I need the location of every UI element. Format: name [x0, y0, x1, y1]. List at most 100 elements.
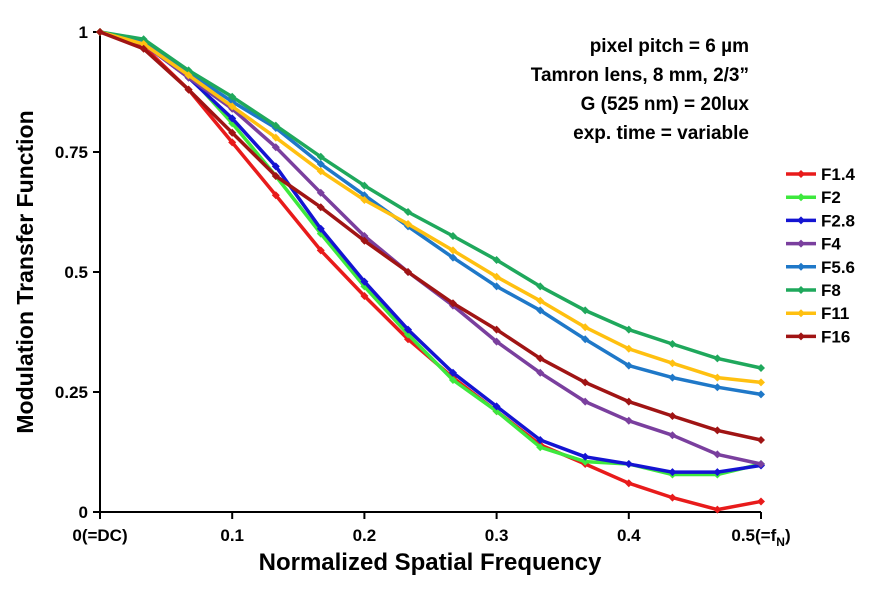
data-point: [96, 28, 104, 36]
y-tick-label: 0.5: [64, 263, 88, 282]
legend-item: F11: [786, 304, 849, 323]
data-point: [624, 397, 633, 406]
x-axis-title: Normalized Spatial Frequency: [259, 549, 602, 576]
data-point: [316, 188, 325, 197]
data-point: [404, 220, 413, 228]
data-point: [668, 431, 677, 440]
data-point: [713, 383, 722, 392]
data-point: [404, 325, 413, 334]
x-tick-label: 0.5(=fN): [731, 526, 790, 549]
data-point: [271, 121, 280, 130]
annotation-block: pixel pitch = 6 µm Tamron lens, 8 mm, 2/3…: [531, 36, 750, 144]
legend-item: F4: [786, 235, 841, 254]
data-point: [492, 337, 501, 346]
data-point: [536, 282, 545, 291]
data-point: [536, 368, 545, 377]
data-point: [581, 323, 590, 332]
data-point: [271, 191, 280, 200]
data-point: [492, 272, 501, 281]
data-point: [713, 450, 722, 459]
data-point: [668, 412, 677, 420]
legend-item: F1.4: [786, 165, 856, 184]
data-point: [139, 44, 148, 53]
data-point: [757, 497, 765, 506]
data-point: [448, 232, 457, 240]
data-point: [536, 443, 545, 452]
data-point: [271, 143, 280, 152]
y-tick-label: 0: [79, 503, 88, 522]
data-point: [184, 85, 193, 94]
data-point: [448, 376, 457, 384]
data-point: [448, 299, 457, 308]
legend-label: F2.8: [821, 211, 855, 230]
plot-area: 0(=DC) 0.1 0.2 0.3 0.4 0.5(=fN) 0 0.25 0.5 0.75 1: [55, 23, 791, 549]
data-point: [713, 354, 722, 363]
data-point: [360, 181, 369, 190]
data-point: [316, 224, 325, 233]
x-tick-label: 0(=DC): [72, 526, 127, 545]
data-point: [581, 335, 590, 344]
legend-marker: [797, 262, 805, 271]
data-point: [360, 196, 369, 204]
data-point: [316, 203, 325, 212]
series-f16: [96, 28, 765, 444]
data-point: [757, 436, 765, 444]
data-point: [713, 468, 722, 477]
data-point: [581, 457, 590, 466]
data-point: [228, 92, 237, 101]
legend-marker: [797, 193, 805, 202]
data-point: [316, 167, 325, 176]
series-line: [99, 30, 762, 442]
data-point: [139, 40, 148, 48]
data-point: [271, 162, 280, 171]
x-tick-label: 0.1: [220, 526, 244, 545]
data-point: [492, 402, 501, 411]
x-tick-label: 0.3: [485, 526, 509, 545]
legend-marker: [797, 332, 805, 341]
legend-label: F11: [821, 304, 849, 323]
x-tick-label: 0.4: [617, 526, 641, 545]
data-point: [448, 253, 457, 262]
legend-label: F5.6: [821, 258, 855, 277]
data-point: [492, 282, 501, 291]
data-point: [360, 277, 369, 286]
data-point: [536, 436, 545, 444]
legend-marker: [797, 170, 805, 178]
data-point: [492, 325, 501, 334]
data-point: [757, 364, 765, 372]
data-point: [624, 416, 633, 425]
data-point: [404, 208, 413, 216]
data-point: [668, 373, 677, 382]
data-point: [228, 114, 237, 123]
data-point: [624, 361, 633, 370]
data-point: [581, 378, 590, 387]
data-point: [316, 160, 325, 168]
data-point: [139, 35, 148, 44]
series-line: [99, 30, 762, 385]
y-axis-title: Modulation Transfer Function: [12, 110, 38, 433]
series-layer: [96, 28, 765, 514]
legend-marker: [797, 309, 805, 318]
annotation-line: Tamron lens, 8 mm, 2/3”: [531, 65, 749, 86]
data-point: [713, 426, 722, 435]
y-tick-label: 1: [79, 23, 88, 42]
data-point: [360, 236, 369, 245]
legend-label: F4: [821, 235, 841, 254]
data-point: [668, 493, 677, 502]
data-point: [228, 102, 237, 111]
data-point: [448, 246, 457, 255]
data-point: [271, 172, 280, 180]
legend-marker: [797, 286, 805, 294]
series-line: [99, 30, 762, 474]
data-point: [668, 359, 677, 368]
x-tick-label: 0.2: [353, 526, 377, 545]
legend-label: F1.4: [821, 165, 856, 184]
data-point: [757, 460, 765, 468]
data-point: [757, 390, 765, 399]
data-point: [536, 306, 545, 315]
data-point: [316, 246, 325, 255]
legend-item: F2: [786, 188, 841, 207]
data-point: [536, 296, 545, 305]
legend-marker: [797, 239, 805, 248]
